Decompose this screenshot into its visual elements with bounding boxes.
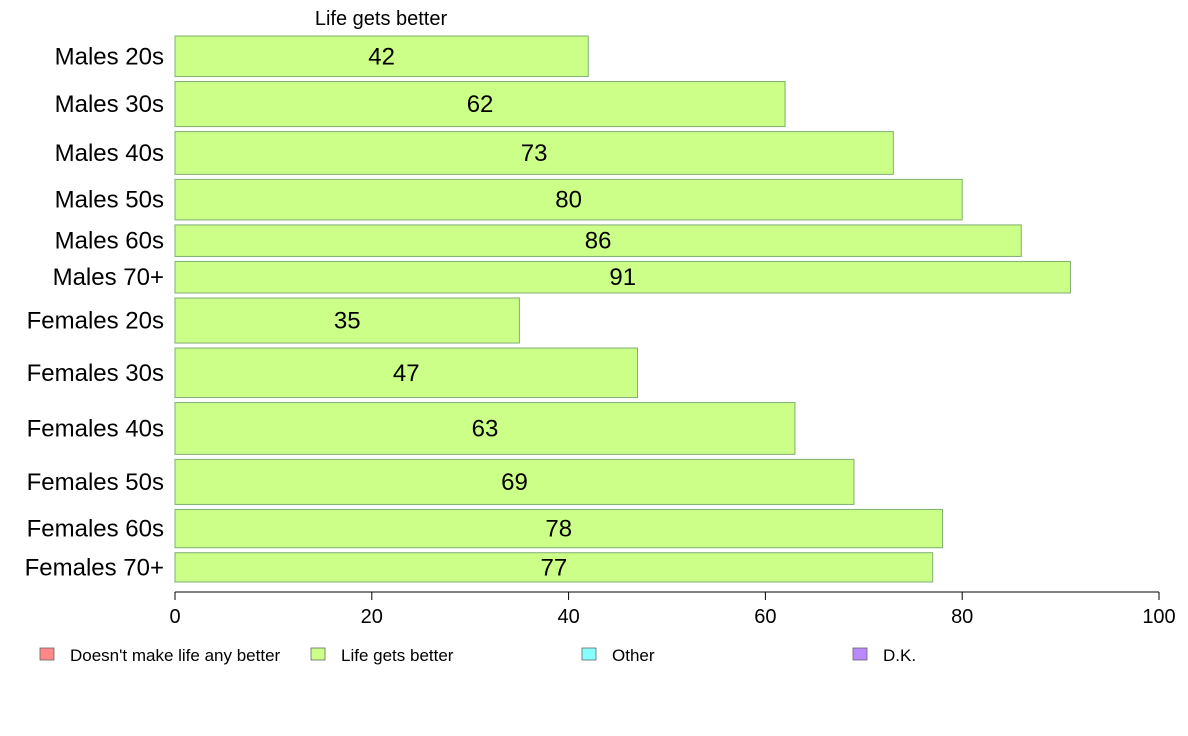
category-label: Males 20s [55,43,164,70]
category-label: Males 50s [55,187,164,214]
category-label: Females 50s [27,469,164,496]
legend-swatch [581,647,597,661]
value-label: 35 [334,308,361,335]
bar [174,552,934,583]
legend-label: Doesn't make life any better [70,646,281,665]
bars-group [174,35,1071,583]
bar [174,81,786,128]
x-tick-label: 20 [361,606,383,628]
bar [174,508,944,549]
value-label: 86 [585,228,612,255]
category-label: Females 30s [27,360,164,387]
category-label: Females 60s [27,516,164,543]
bar [174,131,894,175]
bar [174,347,638,399]
legend-label: D.K. [883,646,916,665]
x-tick-label: 80 [951,606,973,628]
category-label: Males 30s [55,91,164,118]
value-label: 47 [393,360,420,387]
x-tick-label: 100 [1142,606,1175,628]
value-label: 63 [472,415,499,442]
bar [174,260,1071,294]
bar [174,458,855,505]
category-label: Males 60s [55,228,164,255]
x-tick-label: 60 [754,606,776,628]
bar [174,402,796,455]
value-label: 80 [555,187,582,214]
value-label: 73 [521,140,548,167]
category-label: Males 70+ [53,264,164,291]
value-label: 77 [540,554,567,581]
x-tick-label: 0 [169,606,180,628]
legend-swatch [39,647,55,661]
x-axis: 0 20 40 60 80 100 [169,591,1176,628]
category-label: Males 40s [55,140,164,167]
value-label: 91 [609,264,636,291]
legend-label: Life gets better [341,646,454,665]
value-label: 78 [545,516,572,543]
legend-label: Other [612,646,655,665]
category-labels: Males 20s Males 30s Males 40s Males 50s Male… [25,43,164,581]
bar [174,178,963,221]
category-label: Females 20s [27,308,164,335]
value-label: 42 [368,43,395,70]
bar [174,297,520,344]
category-label: Females 40s [27,415,164,442]
series-title: Life gets better [315,8,448,30]
value-label: 69 [501,469,528,496]
value-label: 62 [467,91,494,118]
bar [174,224,1022,257]
category-label: Females 70+ [25,554,164,581]
legend: Doesn't make life any better Life gets be… [39,646,916,665]
x-tick-label: 40 [557,606,579,628]
bar [174,35,589,78]
legend-swatch [310,647,326,661]
legend-swatch [852,647,868,661]
